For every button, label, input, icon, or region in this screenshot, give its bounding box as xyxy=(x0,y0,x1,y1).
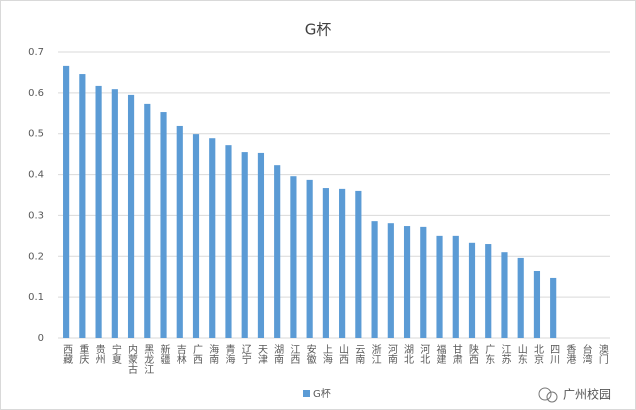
bar xyxy=(257,152,265,338)
y-tick-label: 0.5 xyxy=(28,129,44,140)
legend-swatch xyxy=(303,390,310,397)
x-tick-label: 台湾 xyxy=(580,343,592,365)
y-tick-label: 0.6 xyxy=(28,88,44,99)
x-tick-label: 香港 xyxy=(564,344,576,364)
bar xyxy=(371,221,378,338)
legend-label: G杯 xyxy=(313,387,331,400)
bar xyxy=(436,235,443,338)
x-tick-label: 江西 xyxy=(288,344,300,364)
bar xyxy=(274,165,281,338)
x-tick-label: 黑龙江 xyxy=(142,344,154,374)
bar xyxy=(485,244,492,338)
x-tick-label: 吉林 xyxy=(174,344,186,365)
x-tick-label: 上海 xyxy=(320,344,332,365)
x-tick-label: 内蒙古 xyxy=(126,343,138,375)
x-tick-label: 甘肃 xyxy=(450,343,462,365)
x-tick-label: 江苏 xyxy=(499,344,511,365)
x-tick-label: 山西 xyxy=(337,344,349,364)
bar xyxy=(322,188,329,338)
x-tick-label: 湖北 xyxy=(402,344,414,364)
bar xyxy=(468,242,476,338)
x-tick-label: 福建 xyxy=(434,343,446,364)
bar xyxy=(225,145,232,338)
bar xyxy=(111,89,118,339)
x-tick-label: 贵州 xyxy=(93,343,105,364)
bar xyxy=(306,179,313,338)
bar xyxy=(339,188,346,338)
x-tick-label: 广西 xyxy=(191,344,203,364)
bar xyxy=(160,112,167,338)
bar xyxy=(144,103,151,338)
y-tick-label: 0.3 xyxy=(28,210,44,221)
x-tick-label: 山东 xyxy=(515,344,527,364)
bar xyxy=(209,138,216,338)
x-tick-label: 澳门 xyxy=(596,343,608,365)
bar xyxy=(176,125,183,338)
x-tick-label: 河北 xyxy=(418,344,430,364)
x-tick-label: 浙江 xyxy=(369,344,381,364)
bar xyxy=(79,74,86,338)
x-tick-label: 海南 xyxy=(207,343,219,364)
watermark-icon xyxy=(546,391,558,403)
watermark: 广州校园 xyxy=(538,387,611,403)
y-tick-label: 0 xyxy=(38,333,44,344)
bar xyxy=(241,152,248,338)
bar xyxy=(420,226,427,338)
bar xyxy=(290,176,297,338)
bar xyxy=(517,257,524,338)
y-tick-label: 0.1 xyxy=(28,292,44,303)
bar xyxy=(403,226,411,338)
bar xyxy=(355,190,362,338)
y-tick-label: 0.2 xyxy=(28,251,44,262)
bar xyxy=(533,270,541,338)
bar xyxy=(127,94,135,339)
x-tick-label: 陕西 xyxy=(467,343,479,364)
bar xyxy=(501,252,508,338)
bar xyxy=(95,85,102,338)
bar xyxy=(550,277,557,338)
x-tick-label: 青海 xyxy=(223,343,235,365)
x-tick-label: 北京 xyxy=(531,344,543,365)
x-tick-label: 新疆 xyxy=(158,343,170,365)
x-tick-label: 宁夏 xyxy=(109,343,121,364)
y-tick-label: 0.7 xyxy=(28,47,44,58)
x-tick-label: 四川 xyxy=(548,344,560,364)
bar xyxy=(387,223,394,338)
x-tick-label: 云南 xyxy=(353,344,365,364)
x-tick-label: 湖南 xyxy=(272,344,284,364)
chart-title: G杯 xyxy=(305,21,332,39)
y-tick-label: 0.4 xyxy=(28,170,44,181)
x-tick-label: 辽宁 xyxy=(239,344,251,364)
x-tick-label: 西藏 xyxy=(61,344,73,365)
x-tick-label: 河南 xyxy=(385,344,397,364)
bar xyxy=(192,134,200,338)
bar xyxy=(63,65,70,339)
bar xyxy=(452,235,459,338)
watermark-icon xyxy=(538,387,552,401)
x-tick-label: 安徽 xyxy=(304,343,316,365)
x-tick-label: 天津 xyxy=(255,344,267,365)
watermark-text: 广州校园 xyxy=(563,387,611,402)
x-tick-label: 广东 xyxy=(483,344,495,364)
x-tick-label: 重庆 xyxy=(77,343,89,365)
